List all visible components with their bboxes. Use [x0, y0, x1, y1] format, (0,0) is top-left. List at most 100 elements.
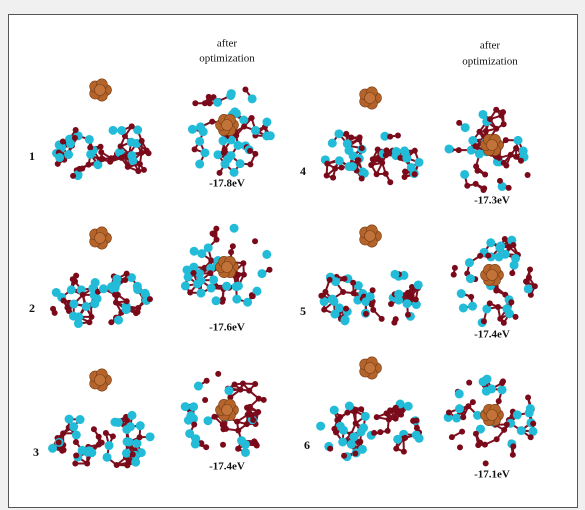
atom: [477, 253, 483, 259]
atom: [503, 137, 509, 143]
atom: [114, 316, 123, 325]
atom: [370, 307, 376, 313]
atom: [405, 312, 411, 318]
atom: [374, 171, 380, 177]
atom: [524, 284, 533, 293]
atom: [109, 126, 118, 135]
atom: [335, 156, 344, 165]
atom: [465, 258, 474, 267]
atom: [351, 290, 357, 296]
atom: [393, 416, 399, 422]
atom: [526, 274, 532, 280]
column-header: optimization: [462, 56, 518, 68]
atom: [518, 158, 524, 164]
atom: [459, 303, 468, 312]
atom: [330, 175, 336, 181]
atom: [129, 123, 135, 129]
atom: [318, 293, 324, 299]
atom: [240, 260, 246, 266]
atom: [91, 278, 100, 287]
energy-label: -17.8eV: [209, 178, 245, 190]
atom: [461, 123, 470, 132]
atom: [99, 284, 108, 293]
atom: [254, 442, 260, 448]
atom: [446, 410, 452, 416]
atom: [493, 126, 499, 132]
atom: [136, 421, 145, 430]
atom: [73, 439, 79, 445]
atom: [352, 408, 358, 414]
atom: [202, 397, 208, 403]
atom: [343, 139, 352, 148]
atom: [460, 170, 469, 179]
atom: [412, 148, 418, 154]
atom: [241, 448, 250, 457]
atom: [359, 145, 365, 151]
atom: [240, 381, 246, 387]
atom: [52, 310, 58, 316]
atom: [84, 461, 90, 467]
atom: [496, 398, 502, 404]
atom: [117, 126, 126, 135]
atom: [468, 294, 474, 300]
atom: [508, 152, 514, 158]
atom: [224, 386, 233, 395]
atom: [413, 417, 419, 423]
atom: [456, 147, 462, 153]
atom: [344, 410, 350, 416]
atom: [125, 164, 131, 170]
atom: [86, 150, 95, 159]
atom: [347, 440, 356, 449]
atom: [466, 274, 475, 283]
atom: [246, 388, 252, 394]
atom: [405, 290, 411, 296]
atom: [122, 153, 128, 159]
atom: [387, 134, 393, 140]
atom: [69, 422, 78, 431]
atom: [330, 406, 339, 415]
column-header: after: [217, 38, 237, 50]
atom: [76, 415, 85, 424]
atom: [114, 462, 120, 468]
atom: [203, 416, 212, 425]
atom: [210, 230, 216, 236]
atom: [266, 131, 275, 140]
atom: [527, 266, 533, 272]
atom: [503, 163, 509, 169]
atom: [146, 432, 155, 441]
energy-label: -17.4eV: [474, 329, 510, 341]
atom: [130, 452, 136, 458]
cu-atom: [222, 262, 233, 273]
atom: [124, 271, 130, 277]
atom: [502, 236, 508, 242]
atom: [449, 434, 455, 440]
atom: [69, 299, 78, 308]
atom: [328, 139, 337, 148]
atom: [395, 133, 401, 139]
atom: [196, 289, 205, 298]
atom: [501, 121, 507, 127]
atom: [241, 272, 247, 278]
atom: [377, 429, 383, 435]
atom: [482, 387, 491, 396]
atom: [493, 288, 499, 294]
atom: [348, 134, 354, 140]
atom: [493, 107, 499, 113]
atom: [387, 179, 393, 185]
atom: [327, 277, 333, 283]
atom: [73, 452, 79, 458]
atom: [517, 426, 526, 435]
atom: [141, 167, 147, 173]
atom: [251, 126, 260, 135]
atom: [528, 434, 534, 440]
atom: [496, 241, 505, 250]
atom: [393, 435, 402, 444]
atom: [497, 316, 503, 322]
atom: [86, 319, 92, 325]
atom: [91, 426, 97, 432]
atom: [370, 156, 376, 162]
atom: [321, 307, 327, 313]
atom: [85, 135, 94, 144]
atom: [262, 118, 271, 127]
atom: [261, 397, 267, 403]
